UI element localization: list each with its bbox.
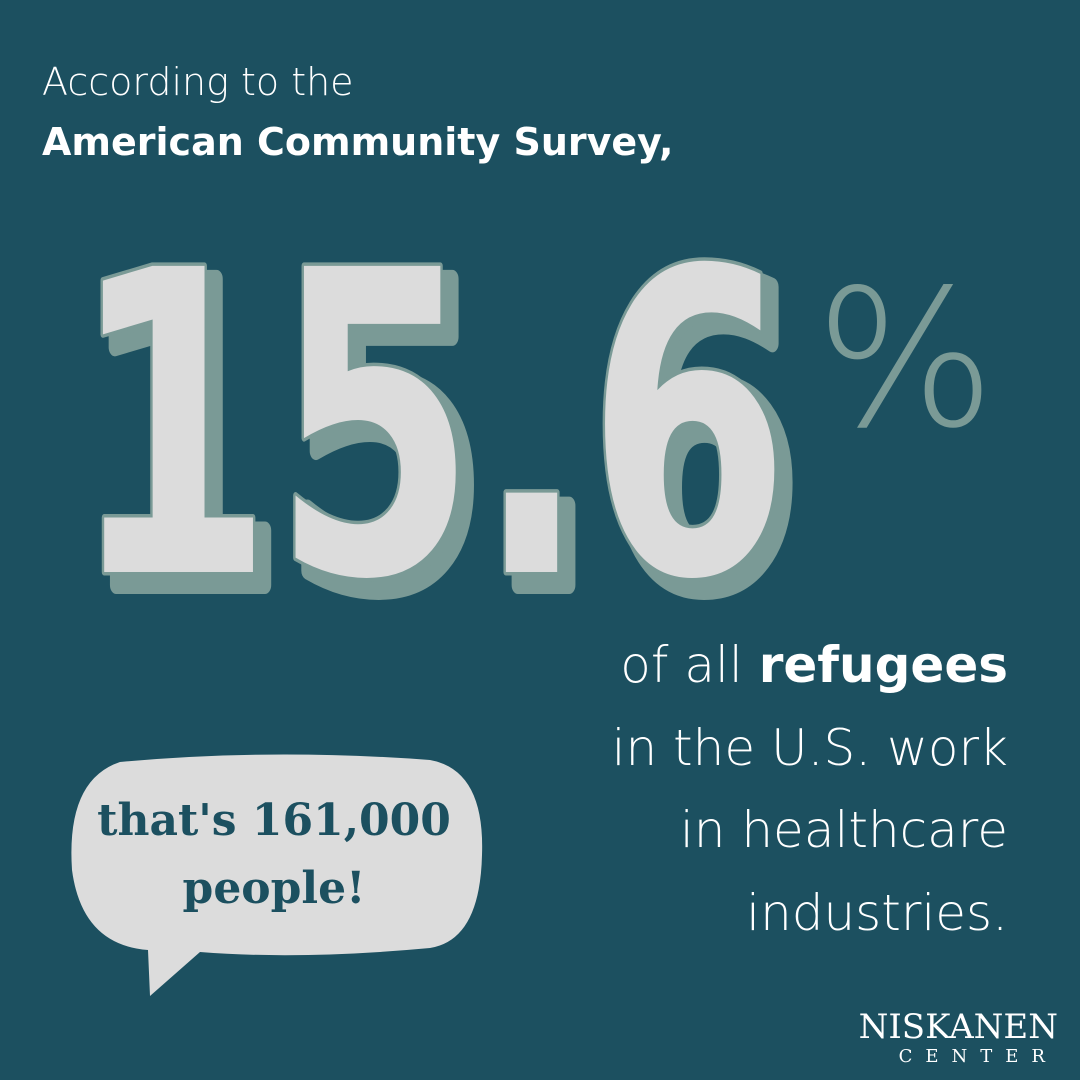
speech-bubble [71, 754, 483, 996]
logo-name: NISKANEN [859, 1007, 1058, 1047]
description-line: in the U.S. work [612, 719, 1008, 777]
stat-number: 15.6 [70, 183, 790, 672]
description-emphasis: refugees [759, 636, 1008, 694]
stat-unit: % [815, 249, 996, 470]
description-line: industries. [746, 884, 1008, 942]
bubble-line: that's 161,000 [97, 795, 451, 846]
description-line: of all refugees [620, 636, 1008, 694]
intro-line: American Community Survey, [42, 120, 673, 164]
bubble-line: people! [183, 863, 366, 914]
stat-number-shadow: 15.6 [82, 196, 802, 685]
description-line: in healthcare [680, 801, 1008, 859]
intro-line: According to the [42, 60, 354, 104]
description-text: of all [620, 636, 743, 694]
logo-subtitle: CENTER [899, 1046, 1058, 1067]
